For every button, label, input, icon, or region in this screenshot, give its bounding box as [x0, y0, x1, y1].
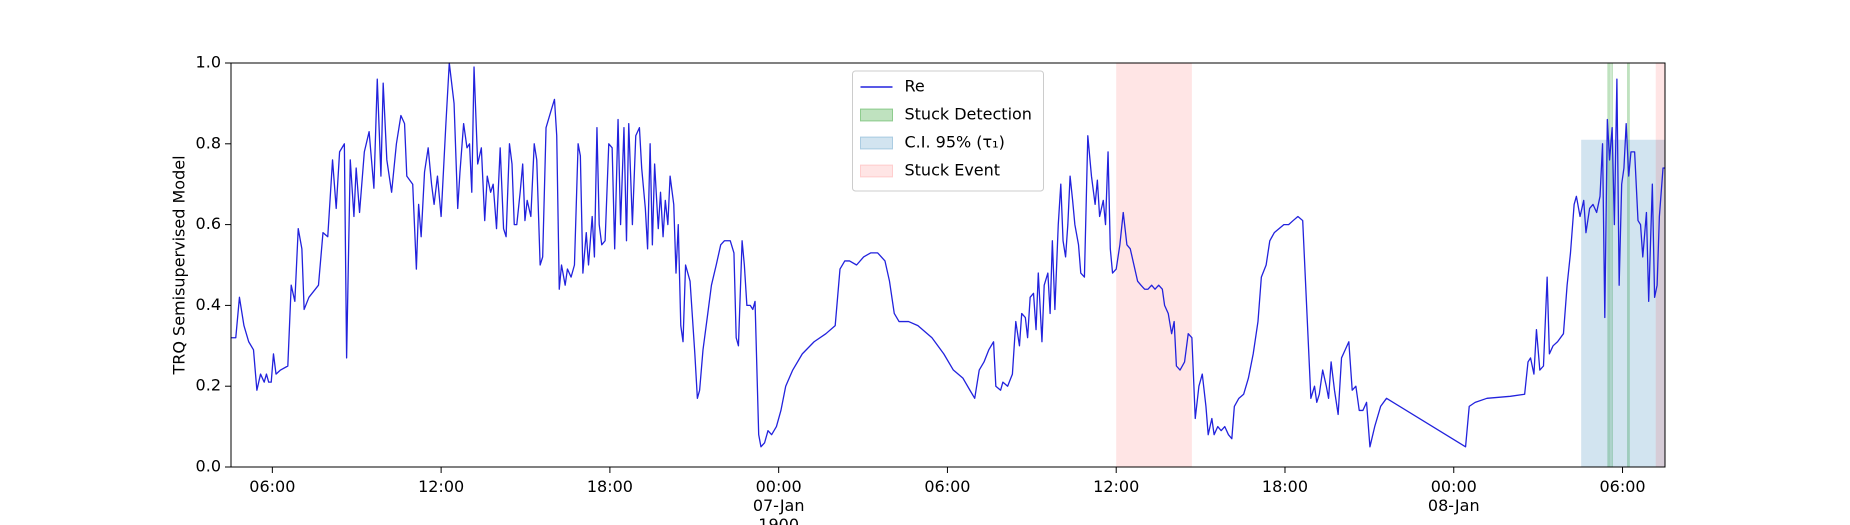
legend-swatch: [860, 108, 893, 122]
x-tick-label: 06:00: [249, 477, 295, 496]
legend-label: Re: [905, 77, 925, 96]
x-tick-label: 12:00: [1093, 477, 1139, 496]
shaded-region: [1627, 63, 1630, 467]
x-tick-label: 00:00 07-Jan 1900: [753, 477, 805, 525]
legend-label: Stuck Detection: [905, 105, 1032, 124]
y-tick-label: 0.2: [196, 376, 221, 395]
x-tick-label: 12:00: [418, 477, 464, 496]
shaded-region: [1116, 63, 1192, 467]
x-tick-label: 06:00: [924, 477, 970, 496]
legend: Re Stuck Detection C.I. 95% (τ₁) Stuck Even…: [852, 70, 1044, 192]
x-tick-label: 18:00: [1262, 477, 1308, 496]
shaded-region: [1655, 63, 1665, 467]
y-tick-label: 1.0: [196, 53, 221, 72]
legend-swatch: [860, 136, 893, 150]
y-tick-label: 0.8: [196, 133, 221, 152]
legend-label: Stuck Event: [905, 161, 1001, 180]
y-tick-label: 0.6: [196, 214, 221, 233]
x-tick-label: 06:00: [1599, 477, 1645, 496]
plot-frame: [230, 62, 1666, 468]
y-tick-label: 0.0: [196, 457, 221, 476]
x-tick-label: 00:00 08-Jan: [1428, 477, 1480, 515]
shaded-region: [1581, 139, 1665, 467]
y-tick-label: 0.4: [196, 295, 221, 314]
legend-label: C.I. 95% (τ₁): [905, 133, 1005, 152]
legend-swatch: [860, 164, 893, 178]
legend-box: [852, 70, 1044, 192]
shaded-region: [1607, 63, 1611, 467]
y-axis-label: TRQ Semisupervised Model: [170, 155, 189, 375]
x-tick-label: 18:00: [587, 477, 633, 496]
data-line: [231, 62, 1665, 448]
shaded-region: [1611, 63, 1613, 467]
